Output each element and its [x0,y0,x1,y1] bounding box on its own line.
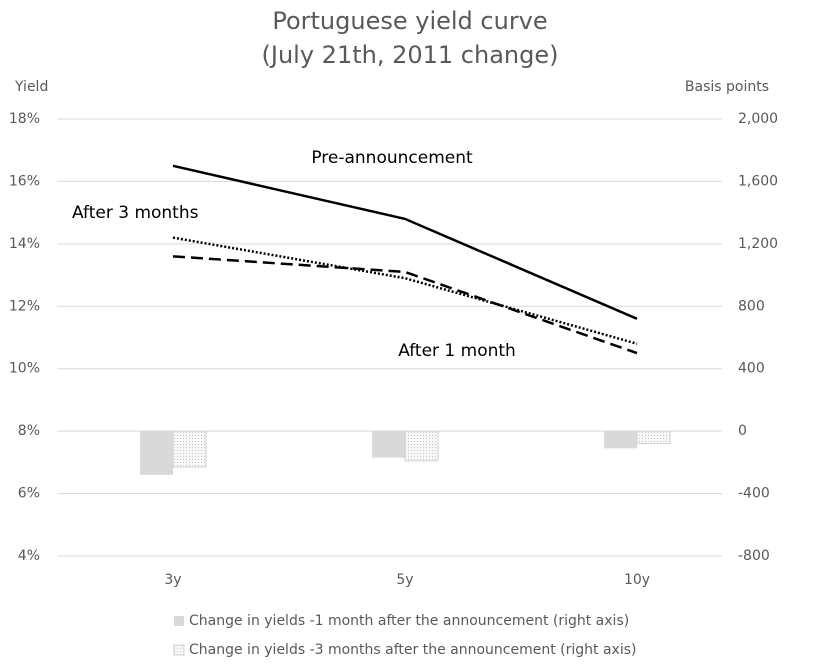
series-annotation: Pre-announcement [311,148,473,168]
line-series [172,255,638,355]
y2-tick-label: -800 [738,548,770,564]
y-tick-label: 4% [18,548,40,564]
y2-tick-label: 800 [738,298,765,314]
bar [372,431,405,458]
y-tick-label: 12% [9,298,40,314]
legend-label: Change in yields -1 month after the anno… [189,613,629,629]
y2-tick-label: -400 [738,486,770,502]
bar [172,430,207,468]
y2-tick-label: 1,600 [738,173,778,189]
x-tick-label: 10y [624,572,650,588]
series-annotation: After 3 months [72,203,199,223]
x-tick-label: 5y [396,572,413,588]
line-series [172,164,638,320]
bar [604,431,637,449]
bar [404,430,439,462]
y-tick-label: 18% [9,111,40,127]
y-tick-label: 10% [9,361,40,377]
y-tick-label: 6% [18,486,40,502]
y2-axis-label: Basis points [685,79,769,95]
y2-tick-label: 1,200 [738,236,778,252]
y-tick-label: 14% [9,236,40,252]
bar [140,431,173,475]
x-tick-label: 3y [164,572,181,588]
bar [636,430,671,445]
y-tick-label: 8% [18,423,40,439]
y2-tick-label: 0 [738,423,747,439]
legend-label: Change in yields -3 months after the ann… [189,642,637,658]
legend-swatch [174,616,184,626]
y-axis-label: Yield [14,79,48,95]
y-tick-label: 16% [9,173,40,189]
legend-swatch [173,644,185,656]
chart-title: Portuguese yield curve [272,7,547,35]
line-series [172,236,638,345]
y2-tick-label: 400 [738,361,765,377]
series-annotation: After 1 month [398,341,516,361]
chart-subtitle: (July 21th, 2011 change) [262,41,559,69]
y2-tick-label: 2,000 [738,111,778,127]
